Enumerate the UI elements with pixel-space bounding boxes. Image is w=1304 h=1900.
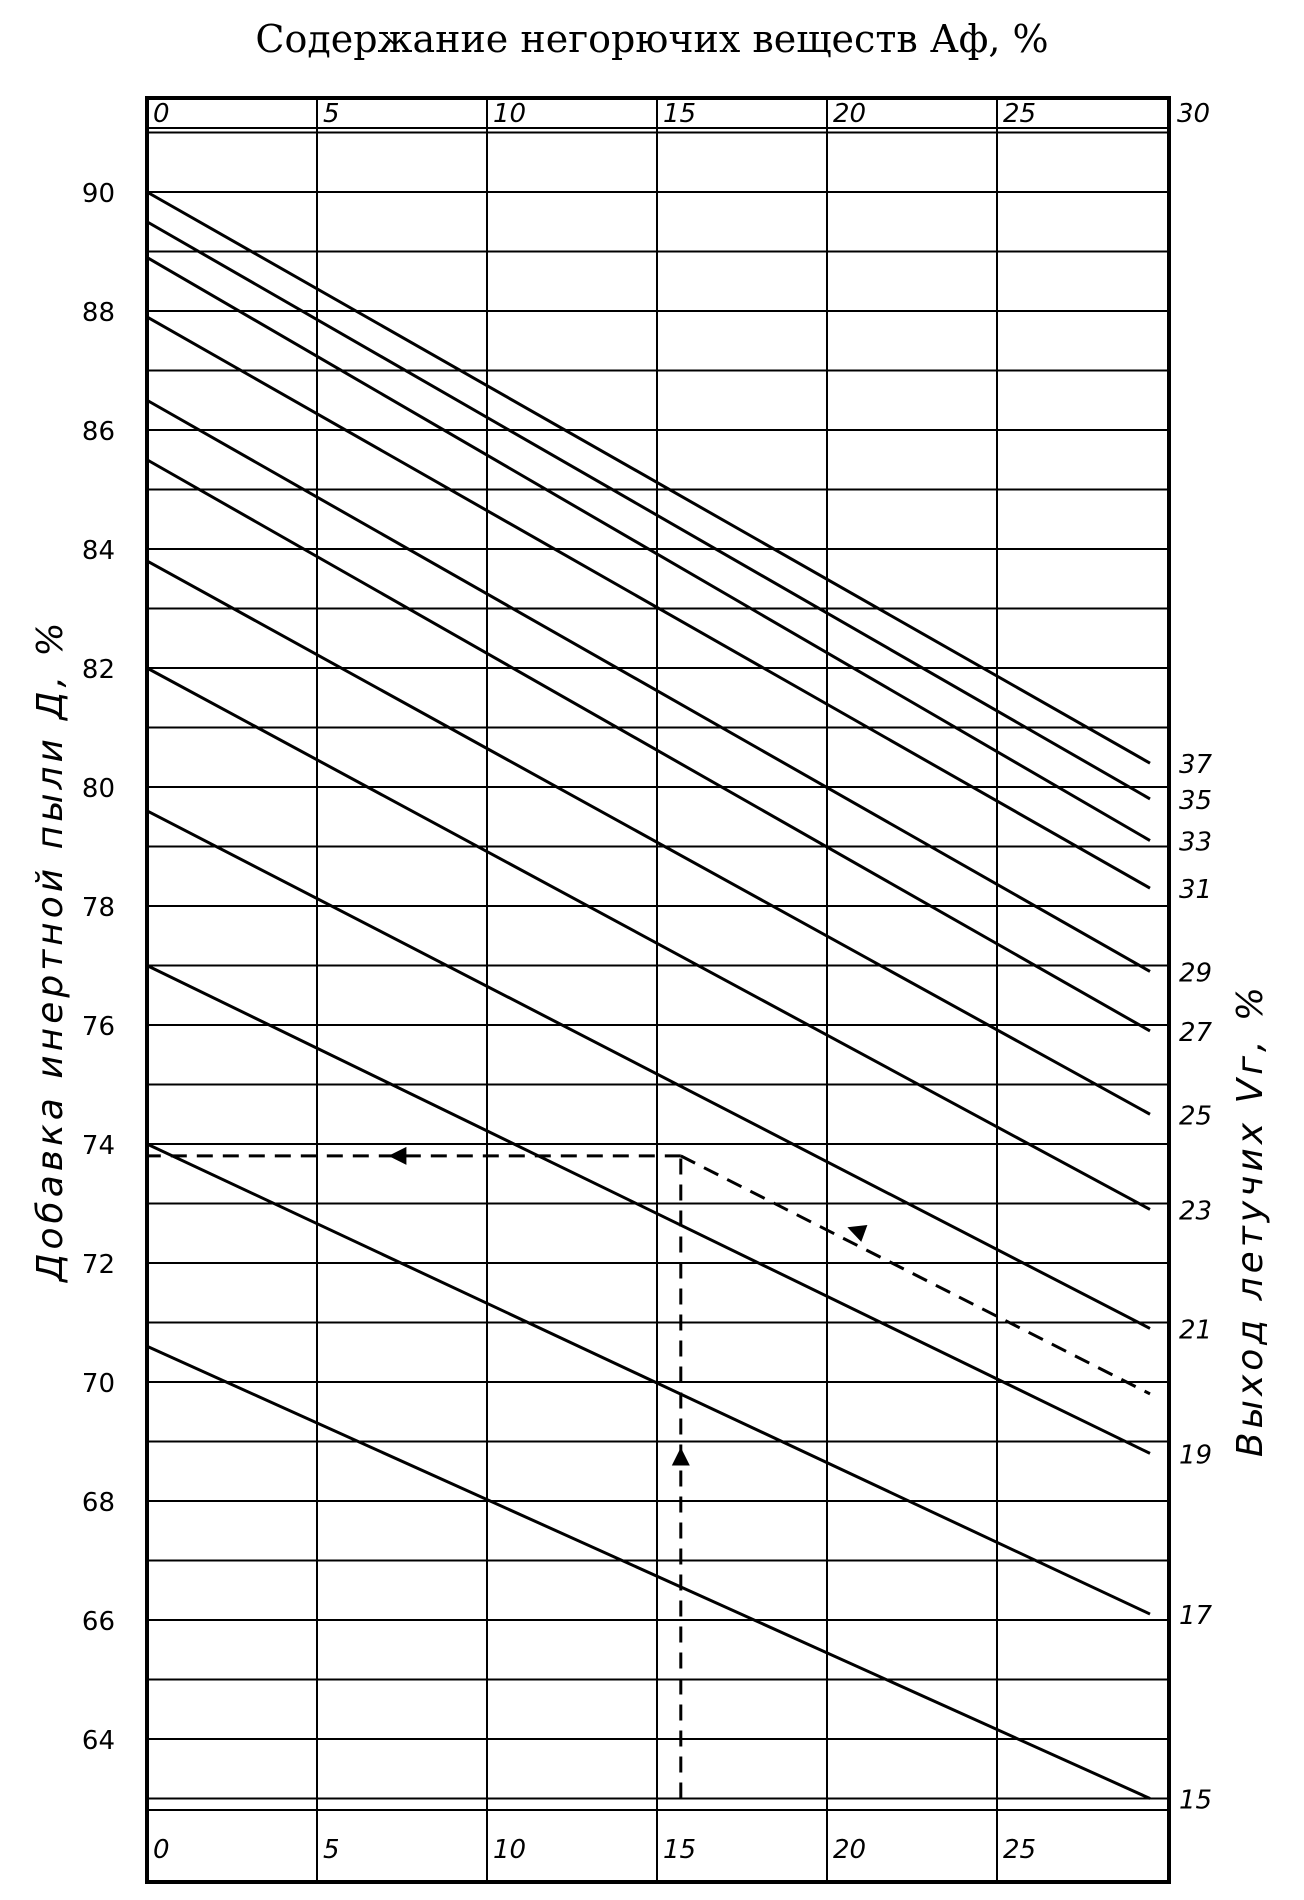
- y-tick: 76: [82, 1012, 115, 1042]
- grid: [147, 98, 1169, 1882]
- tick-labels: 0 5 10 15 20 25 30 0 5 10 15 20 25 90 88 86 84 82 80 78 76 74…: [82, 99, 1210, 1865]
- y-tick: 72: [82, 1250, 115, 1280]
- y-tick: 82: [82, 655, 115, 685]
- series-label-27: 27: [1179, 1018, 1213, 1048]
- x-tick-bottom: 20: [833, 1835, 866, 1865]
- series-lines: [146, 190, 1151, 1800]
- right-axis-label: Выход летучих Vг, %: [1230, 983, 1271, 1457]
- series-labels: 37 35 33 31 29 27 25 23 21 19 17 15: [1179, 750, 1213, 1815]
- x-tick-top: 15: [663, 99, 696, 129]
- x-tick-top: 20: [833, 99, 866, 129]
- chart-title: Содержание негорючих веществ Аф, %: [255, 17, 1048, 61]
- x-tick-bottom: 10: [493, 1835, 526, 1865]
- series-label-33: 33: [1179, 828, 1212, 858]
- series-line-25: [146, 559, 1151, 1116]
- series-line-17: [146, 1142, 1151, 1616]
- arrow-head: [847, 1224, 868, 1242]
- series-line-33: [146, 256, 1151, 842]
- x-tick-bottom: 15: [663, 1835, 696, 1865]
- x-tick-bottom: 0: [153, 1835, 170, 1865]
- y-tick: 66: [82, 1607, 115, 1637]
- series-label-17: 17: [1179, 1601, 1213, 1631]
- y-tick: 78: [82, 893, 115, 923]
- series-line-31: [146, 315, 1151, 890]
- x-tick-top: 30: [1177, 99, 1210, 129]
- series-line-15: [146, 1344, 1151, 1800]
- series-label-21: 21: [1179, 1315, 1212, 1345]
- example-path: [147, 1146, 1151, 1799]
- series-line-19: [146, 964, 1151, 1455]
- y-tick: 70: [82, 1369, 115, 1399]
- series-line-37: [146, 190, 1151, 765]
- x-tick-bottom: 5: [323, 1835, 340, 1865]
- y-tick: 90: [82, 179, 115, 209]
- series-label-35: 35: [1179, 786, 1212, 816]
- arrow-head: [671, 1447, 690, 1466]
- series-line-21: [146, 809, 1151, 1330]
- x-tick-bottom: 25: [1003, 1835, 1036, 1865]
- y-tick: 68: [82, 1488, 115, 1518]
- x-tick-top: 25: [1003, 99, 1036, 129]
- y-tick: 64: [82, 1726, 115, 1756]
- y-axis-label: Добавка инертной пыли Д, %: [30, 618, 71, 1283]
- x-tick-top: 10: [493, 99, 526, 129]
- y-tick: 74: [82, 1131, 115, 1161]
- series-label-25: 25: [1179, 1101, 1212, 1131]
- series-label-15: 15: [1179, 1786, 1212, 1816]
- series-label-31: 31: [1179, 875, 1212, 905]
- series-line-27: [146, 458, 1151, 1033]
- arrow-head: [388, 1146, 407, 1165]
- series-label-37: 37: [1179, 750, 1213, 780]
- x-tick-top: 5: [323, 99, 340, 129]
- x-tick-top: 0: [153, 99, 170, 129]
- series-line-23: [146, 666, 1151, 1211]
- y-tick: 88: [82, 298, 115, 328]
- y-tick: 86: [82, 417, 115, 447]
- plot-frame: [145, 96, 1171, 1884]
- series-label-19: 19: [1179, 1440, 1212, 1470]
- y-tick: 80: [82, 774, 115, 804]
- series-line-29: [146, 398, 1151, 973]
- series-line-35: [146, 220, 1151, 801]
- example-dashed-segment: [680, 1154, 1151, 1396]
- series-label-29: 29: [1179, 958, 1212, 988]
- series-label-23: 23: [1179, 1196, 1212, 1226]
- y-tick: 84: [82, 536, 115, 566]
